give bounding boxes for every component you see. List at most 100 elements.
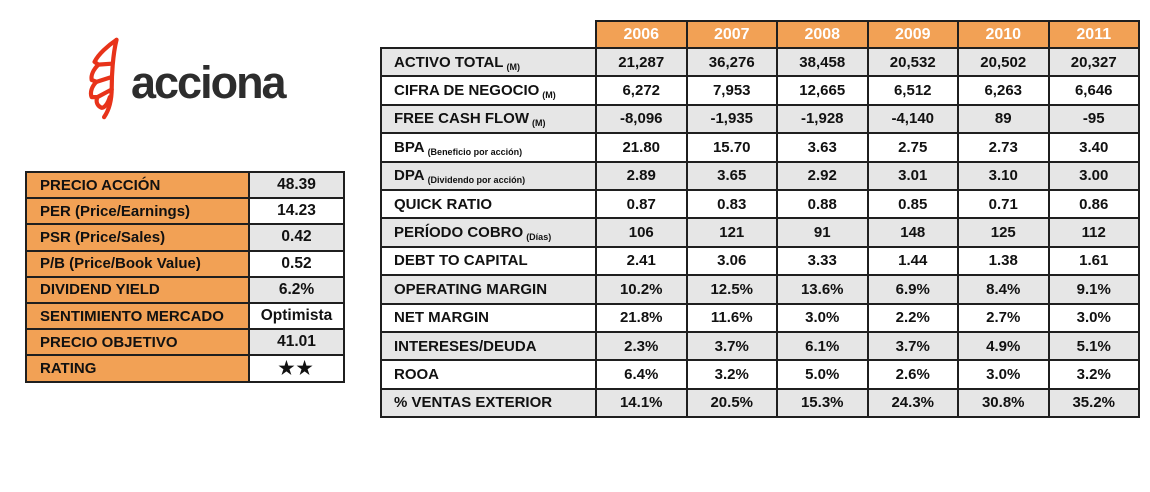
summary-label-sentimiento: SENTIMIENTO MERCADO [25,301,250,331]
value-cell: 0.83 [685,188,778,220]
value-cell: 15.70 [685,132,778,163]
value-cell: -8,096 [595,103,688,135]
value-cell: 20,502 [957,46,1050,78]
value-cell: 3.63 [776,132,869,163]
acciona-logo: acciona [82,36,287,120]
value-cell: 6.4% [595,359,688,390]
summary-label-dividend-yield: DIVIDEND YIELD [25,275,250,304]
table-row-activo-total: ACTIVO TOTAL (M) 21,287 36,276 38,458 20,… [380,46,1140,78]
financials-by-year-table: 2006 2007 2008 2009 2010 2011 ACTIVO TOT… [380,20,1140,419]
value-cell: -1,935 [685,103,778,135]
value-cell: 12.5% [685,274,778,305]
metric-label: OPERATING MARGIN [380,274,597,305]
summary-value-precio-objetivo: 41.01 [248,328,345,357]
value-cell: 35.2% [1047,387,1140,419]
value-cell: 91 [776,217,869,248]
value-cell: 3.0% [957,359,1050,390]
table-row-intereses-deuda: INTERESES/DEUDA 2.3% 3.7% 6.1% 3.7% 4.9%… [380,330,1140,362]
table-row: PRECIO OBJETIVO 41.01 [25,328,345,357]
value-cell: 2.92 [776,160,869,191]
value-cell: 0.71 [957,188,1050,220]
value-cell: 6,272 [595,75,688,106]
value-cell: 0.87 [595,188,688,220]
table-row: PRECIO ACCIÓN 48.39 [25,170,345,200]
metric-unit: (M) [532,118,546,129]
valuation-summary-table: PRECIO ACCIÓN 48.39 PER (Price/Earnings)… [25,170,345,383]
year-header-2008: 2008 [776,20,869,49]
metric-label: BPA (Beneficio por acción) [380,132,597,163]
acciona-leaf-icon [88,37,119,120]
value-cell: 6,512 [866,75,959,106]
year-header-2006: 2006 [595,20,688,49]
summary-label-pb: P/B (Price/Book Value) [25,249,250,278]
summary-value-dividend-yield: 6.2% [248,275,345,304]
table-row-cifra-negocio: CIFRA DE NEGOCIO (M) 6,272 7,953 12,665 6… [380,75,1140,106]
year-header-2007: 2007 [685,20,778,49]
value-cell: 0.85 [866,188,959,220]
value-cell: 3.01 [866,160,959,191]
metric-label: INTERESES/DEUDA [380,330,597,362]
value-cell: 24.3% [866,387,959,419]
table-row-quick-ratio: QUICK RATIO 0.87 0.83 0.88 0.85 0.71 0.8… [380,188,1140,220]
value-cell: 6,646 [1047,75,1140,106]
summary-value-per: 14.23 [248,197,345,226]
value-cell: 20,532 [866,46,959,78]
value-cell: 3.06 [685,245,778,277]
metric-label: DPA (Dividendo por acción) [380,160,597,191]
value-cell: 8.4% [957,274,1050,305]
value-cell: 7,953 [685,75,778,106]
value-cell: 1.61 [1047,245,1140,277]
summary-label-precio-accion: PRECIO ACCIÓN [25,170,250,200]
table-row: PER (Price/Earnings) 14.23 [25,197,345,226]
value-cell: 20,327 [1047,46,1140,78]
table-row: RATING ★★ [25,354,345,383]
value-cell: 3.2% [1047,359,1140,390]
value-cell: 14.1% [595,387,688,419]
value-cell: 15.3% [776,387,869,419]
value-cell: -4,140 [866,103,959,135]
value-cell: 3.65 [685,160,778,191]
metric-unit: (Días) [526,232,552,243]
table-row-bpa: BPA (Beneficio por acción) 21.80 15.70 3.… [380,132,1140,163]
year-header-2010: 2010 [957,20,1050,49]
table-row: SENTIMIENTO MERCADO Optimista [25,301,345,331]
value-cell: 11.6% [685,302,778,333]
metric-unit: (M) [506,61,520,72]
table-row-ventas-exterior: % VENTAS EXTERIOR 14.1% 20.5% 15.3% 24.3… [380,387,1140,419]
value-cell: 2.3% [595,330,688,362]
value-cell: 2.6% [866,359,959,390]
table-row-dpa: DPA (Dividendo por acción) 2.89 3.65 2.92… [380,160,1140,191]
metric-label: NET MARGIN [380,302,597,333]
table-row-net-margin: NET MARGIN 21.8% 11.6% 3.0% 2.2% 2.7% 3.… [380,302,1140,333]
metric-label: ACTIVO TOTAL (M) [380,46,597,78]
table-row-free-cash-flow: FREE CASH FLOW (M) -8,096 -1,935 -1,928 -… [380,103,1140,135]
value-cell: -1,928 [776,103,869,135]
summary-value-pb: 0.52 [248,249,345,278]
value-cell: 13.6% [776,274,869,305]
metric-label: ROOA [380,359,597,390]
value-cell: 21.80 [595,132,688,163]
metric-label: CIFRA DE NEGOCIO (M) [380,75,597,106]
brand-wordmark: acciona [131,56,287,108]
metric-unit: (Beneficio por acción) [427,146,523,157]
value-cell: 1.44 [866,245,959,277]
value-cell: 10.2% [595,274,688,305]
value-cell: 21.8% [595,302,688,333]
metric-label: % VENTAS EXTERIOR [380,387,597,419]
year-header-2011: 2011 [1047,20,1140,49]
year-header-2009: 2009 [866,20,959,49]
rating-stars: ★★ [248,354,345,383]
table-row-rooa: ROOA 6.4% 3.2% 5.0% 2.6% 3.0% 3.2% [380,359,1140,390]
value-cell: 2.75 [866,132,959,163]
value-cell: 3.10 [957,160,1050,191]
value-cell: 6.9% [866,274,959,305]
metric-unit: (Dividendo por acción) [427,175,526,186]
table-row-operating-margin: OPERATING MARGIN 10.2% 12.5% 13.6% 6.9% … [380,274,1140,305]
value-cell: 6,263 [957,75,1050,106]
metric-label: PERÍODO COBRO (Días) [380,217,597,248]
metric-label: DEBT TO CAPITAL [380,245,597,277]
value-cell: -95 [1047,103,1140,135]
summary-value-psr: 0.42 [248,223,345,252]
value-cell: 30.8% [957,387,1050,419]
value-cell: 89 [957,103,1050,135]
